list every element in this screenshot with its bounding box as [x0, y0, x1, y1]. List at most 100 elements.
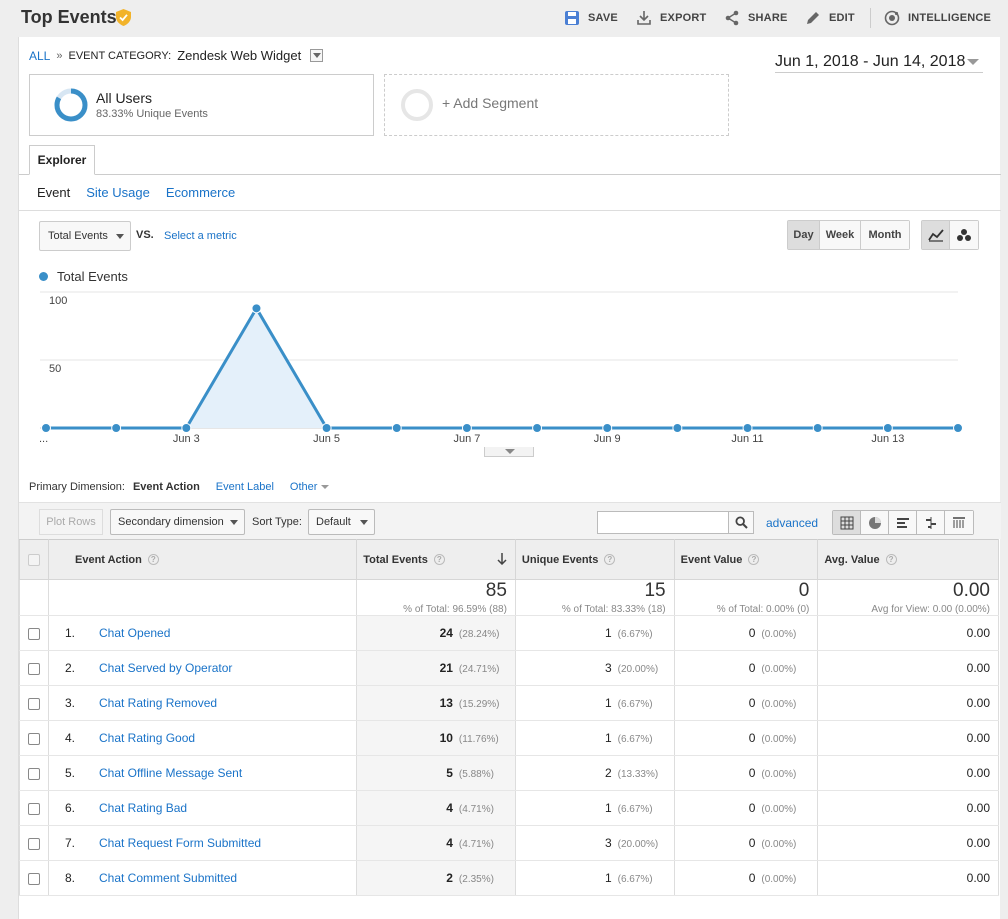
breadcrumb-all-link[interactable]: ALL [29, 48, 51, 63]
totals-event-value: 0 % of Total: 0.00% (0) [673, 579, 819, 616]
event-value-cell: 0 (0.00%) [673, 650, 819, 686]
event-action-link[interactable]: Chat Offline Message Sent [99, 766, 243, 780]
period-week-button[interactable]: Week [820, 221, 861, 249]
header-event-value[interactable]: Event Value? [673, 539, 819, 580]
event-action-cell: 3. Chat Rating Removed [47, 685, 358, 721]
help-icon[interactable]: ? [147, 554, 159, 566]
row-checkbox[interactable] [28, 802, 40, 815]
date-range-picker[interactable]: Jun 1, 2018 - Jun 14, 2018 [775, 51, 983, 73]
subtab-site-usage[interactable]: Site Usage [86, 185, 150, 200]
tab-explorer[interactable]: Explorer [29, 145, 95, 175]
row-checkbox[interactable] [28, 837, 40, 850]
event-action-cell: 1. Chat Opened [47, 615, 358, 651]
help-icon[interactable]: ? [433, 554, 445, 566]
data-point [602, 423, 613, 433]
intelligence-label: INTELLIGENCE [908, 12, 992, 24]
table-row: 7. Chat Request Form Submitted 4 (4.71%) 3 (2… [19, 825, 999, 861]
period-month-button[interactable]: Month [861, 221, 909, 249]
event-action-link[interactable]: Chat Rating Bad [99, 801, 188, 815]
header-total-events[interactable]: Total Events? [356, 539, 516, 580]
pie-chart-icon [868, 516, 881, 529]
row-rank: 5. [65, 766, 76, 780]
help-icon[interactable]: ? [604, 554, 616, 566]
event-action-link[interactable]: Chat Rating Removed [99, 696, 218, 710]
avg-value-cell: 0.00 [817, 720, 999, 756]
totals-total-events: 85 % of Total: 96.59% (88) [356, 579, 516, 616]
dimension-event-action[interactable]: Event Action [132, 481, 200, 493]
export-label: EXPORT [660, 12, 707, 24]
help-icon[interactable]: ? [885, 554, 897, 566]
view-comparison-button[interactable] [917, 511, 945, 534]
totals-event-value-value: 0 [798, 580, 810, 601]
view-table-button[interactable] [833, 511, 861, 534]
subtab-ecommerce[interactable]: Ecommerce [165, 185, 236, 200]
select-all-checkbox[interactable] [28, 553, 40, 566]
x-tick-label: Jun 13 [871, 433, 904, 445]
unique-events-cell: 1 (6.67%) [514, 615, 675, 651]
table-search-button[interactable] [728, 511, 754, 534]
row-checkbox[interactable] [28, 697, 40, 710]
events-table: Event Action? Total Events? Unique Event… [19, 539, 999, 896]
event-action-link[interactable]: Chat Opened [99, 626, 171, 640]
select-metric-link[interactable]: Select a metric [164, 230, 237, 242]
totals-row: 85 % of Total: 96.59% (88) 15 % of Total: … [19, 579, 999, 616]
edit-button[interactable]: EDIT [805, 9, 855, 27]
event-action-link[interactable]: Chat Rating Good [99, 731, 196, 745]
share-button[interactable]: SHARE [724, 9, 788, 27]
x-tick-label: Jun 3 [173, 433, 200, 445]
segment-all-users[interactable]: All Users 83.33% Unique Events [29, 74, 374, 136]
table-search-input[interactable] [597, 511, 729, 534]
total-events-cell: 10 (11.76%) [356, 720, 516, 756]
event-action-cell: 7. Chat Request Form Submitted [47, 825, 358, 861]
avg-value-cell: 0.00 [817, 825, 999, 861]
add-segment-button[interactable]: + Add Segment [384, 74, 729, 136]
event-action-link[interactable]: Chat Served by Operator [99, 661, 233, 675]
export-button[interactable]: EXPORT [636, 9, 706, 27]
line-chart-button[interactable] [922, 221, 950, 249]
view-performance-button[interactable] [889, 511, 917, 534]
row-checkbox[interactable] [28, 732, 40, 745]
table-row: 5. Chat Offline Message Sent 5 (5.88%) 2 (13.… [19, 755, 999, 791]
total-events-pct: (28.24%) [458, 629, 500, 640]
subtab-divider [19, 210, 1001, 211]
unique-events-cell: 3 (20.00%) [514, 650, 675, 686]
row-checkbox[interactable] [28, 767, 40, 780]
intelligence-icon [884, 10, 900, 26]
dimension-event-label[interactable]: Event Label [215, 481, 274, 493]
event-action-link[interactable]: Chat Request Form Submitted [99, 836, 262, 850]
header-checkbox-cell [19, 539, 49, 580]
intelligence-button[interactable]: INTELLIGENCE [884, 9, 991, 27]
period-day-button[interactable]: Day [788, 221, 820, 249]
secondary-dimension-dropdown[interactable]: Secondary dimension [110, 509, 245, 535]
plot-rows-button[interactable]: Plot Rows [39, 509, 103, 535]
view-pie-button[interactable] [861, 511, 889, 534]
header-unique-events[interactable]: Unique Events? [514, 539, 675, 580]
data-point [251, 303, 262, 314]
event-action-link[interactable]: Chat Comment Submitted [99, 871, 238, 885]
view-pivot-button[interactable] [945, 511, 973, 534]
totals-empty-cell [19, 579, 49, 616]
advanced-filter-link[interactable]: advanced [766, 516, 819, 530]
subtab-event[interactable]: Event [37, 185, 71, 200]
chart-collapse-handle[interactable] [484, 447, 534, 457]
save-button[interactable]: SAVE [564, 9, 618, 27]
help-icon[interactable]: ? [748, 554, 760, 566]
category-dropdown-button[interactable] [310, 49, 324, 62]
unique-events-value: 2 [604, 766, 612, 780]
row-checkbox[interactable] [28, 872, 40, 885]
row-checkbox[interactable] [28, 662, 40, 675]
motion-chart-button[interactable] [950, 221, 978, 249]
event-value-value: 0 [748, 836, 756, 850]
dimension-other-dropdown[interactable]: Other [290, 481, 330, 493]
totals-unique-events: 15 % of Total: 83.33% (18) [514, 579, 675, 616]
unique-events-pct: (6.67%) [617, 699, 653, 710]
row-checkbox-cell [19, 860, 49, 896]
header-avg-value[interactable]: Avg. Value? [817, 539, 999, 580]
metric-select[interactable]: Total Events [39, 221, 131, 251]
bubble-chart-icon [957, 229, 971, 241]
header-event-action[interactable]: Event Action? [47, 539, 358, 580]
sort-type-dropdown[interactable]: Default [308, 509, 375, 535]
event-value-value: 0 [748, 626, 756, 640]
row-checkbox[interactable] [28, 627, 40, 640]
unique-events-cell: 1 (6.67%) [514, 720, 675, 756]
